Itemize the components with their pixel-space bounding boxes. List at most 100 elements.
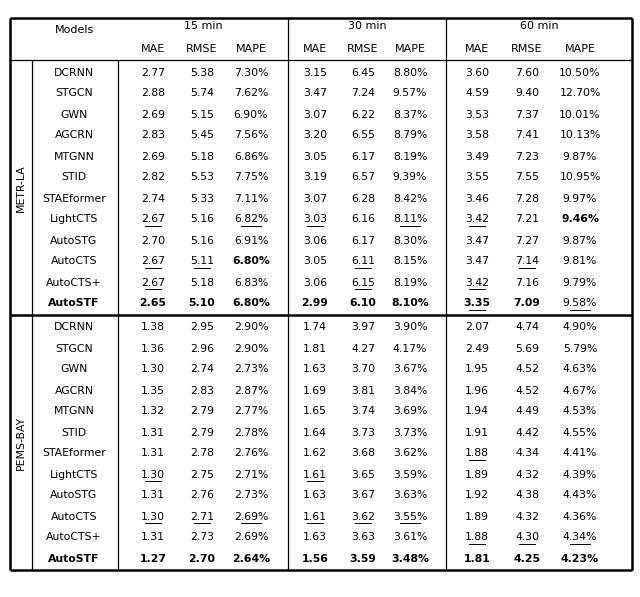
Text: 1.36: 1.36: [141, 343, 165, 353]
Text: 6.57: 6.57: [351, 173, 375, 183]
Text: 1.61: 1.61: [303, 469, 327, 479]
Text: 3.35: 3.35: [463, 298, 490, 309]
Text: 3.48%: 3.48%: [391, 553, 429, 564]
Text: 8.79%: 8.79%: [393, 131, 427, 140]
Text: RMSE: RMSE: [186, 44, 218, 54]
Text: 4.74: 4.74: [515, 322, 539, 333]
Text: 1.88: 1.88: [465, 448, 489, 458]
Text: 3.05: 3.05: [303, 152, 327, 162]
Text: 6.11: 6.11: [351, 257, 375, 266]
Text: 3.67%: 3.67%: [393, 365, 427, 374]
Text: 60 min: 60 min: [520, 21, 558, 31]
Text: 5.69: 5.69: [515, 343, 539, 353]
Text: 4.53%: 4.53%: [563, 407, 597, 417]
Text: 1.30: 1.30: [141, 365, 165, 374]
Text: 1.31: 1.31: [141, 427, 165, 438]
Text: 1.63: 1.63: [303, 533, 327, 543]
Text: 6.22: 6.22: [351, 109, 375, 119]
Text: 1.30: 1.30: [141, 512, 165, 522]
Text: 4.43%: 4.43%: [563, 491, 597, 500]
Text: 2.70: 2.70: [189, 553, 216, 564]
Text: 2.83: 2.83: [141, 131, 165, 140]
Text: 2.70: 2.70: [141, 235, 165, 245]
Text: 7.14: 7.14: [515, 257, 539, 266]
Text: 4.41%: 4.41%: [563, 448, 597, 458]
Text: 3.65: 3.65: [351, 469, 375, 479]
Text: RMSE: RMSE: [511, 44, 543, 54]
Text: 3.55%: 3.55%: [393, 512, 427, 522]
Text: PEMS-BAY: PEMS-BAY: [16, 416, 26, 470]
Text: 1.81: 1.81: [303, 343, 327, 353]
Text: 4.63%: 4.63%: [563, 365, 597, 374]
Text: METR-LA: METR-LA: [16, 164, 26, 212]
Text: AutoCTS: AutoCTS: [51, 257, 97, 266]
Text: 2.69: 2.69: [141, 109, 165, 119]
Text: 3.42: 3.42: [465, 214, 489, 224]
Text: 2.90%: 2.90%: [234, 322, 268, 333]
Text: 2.76%: 2.76%: [234, 448, 268, 458]
Text: 1.94: 1.94: [465, 407, 489, 417]
Text: 1.81: 1.81: [463, 553, 490, 564]
Text: 5.79%: 5.79%: [563, 343, 597, 353]
Text: AutoSTF: AutoSTF: [48, 553, 100, 564]
Text: STAEformer: STAEformer: [42, 448, 106, 458]
Text: 8.42%: 8.42%: [393, 193, 427, 204]
Text: 6.91%: 6.91%: [234, 235, 268, 245]
Text: 3.15: 3.15: [303, 67, 327, 78]
Text: 9.58%: 9.58%: [563, 298, 597, 309]
Text: 3.46: 3.46: [465, 193, 489, 204]
Text: DCRNN: DCRNN: [54, 322, 94, 333]
Text: 8.19%: 8.19%: [393, 152, 427, 162]
Text: STAEformer: STAEformer: [42, 193, 106, 204]
Text: 9.79%: 9.79%: [563, 278, 597, 288]
Text: 3.62%: 3.62%: [393, 448, 427, 458]
Text: 1.65: 1.65: [303, 407, 327, 417]
Text: 7.16: 7.16: [515, 278, 539, 288]
Text: 3.07: 3.07: [303, 193, 327, 204]
Text: LightCTS: LightCTS: [50, 214, 98, 224]
Text: AGCRN: AGCRN: [54, 131, 93, 140]
Text: 8.37%: 8.37%: [393, 109, 427, 119]
Text: 3.61%: 3.61%: [393, 533, 427, 543]
Text: 9.87%: 9.87%: [563, 152, 597, 162]
Text: 6.17: 6.17: [351, 152, 375, 162]
Text: 3.47: 3.47: [465, 235, 489, 245]
Text: 1.38: 1.38: [141, 322, 165, 333]
Text: 7.28: 7.28: [515, 193, 539, 204]
Text: 10.13%: 10.13%: [559, 131, 601, 140]
Text: 2.07: 2.07: [465, 322, 489, 333]
Text: 3.68: 3.68: [351, 448, 375, 458]
Text: 3.62: 3.62: [351, 512, 375, 522]
Text: MAPE: MAPE: [564, 44, 595, 54]
Text: 5.38: 5.38: [190, 67, 214, 78]
Text: 7.21: 7.21: [515, 214, 539, 224]
Text: 3.84%: 3.84%: [393, 386, 427, 395]
Text: 30 min: 30 min: [348, 21, 387, 31]
Text: 3.42: 3.42: [465, 278, 489, 288]
Text: 10.01%: 10.01%: [559, 109, 601, 119]
Text: MAE: MAE: [465, 44, 489, 54]
Text: 2.73%: 2.73%: [234, 491, 268, 500]
Text: 3.97: 3.97: [351, 322, 375, 333]
Text: 7.60: 7.60: [515, 67, 539, 78]
Text: 3.69%: 3.69%: [393, 407, 427, 417]
Text: 4.25: 4.25: [513, 553, 541, 564]
Text: 2.75: 2.75: [190, 469, 214, 479]
Text: 2.71: 2.71: [190, 512, 214, 522]
Text: 4.30: 4.30: [515, 533, 539, 543]
Text: 3.19: 3.19: [303, 173, 327, 183]
Text: AGCRN: AGCRN: [54, 386, 93, 395]
Text: 4.52: 4.52: [515, 386, 539, 395]
Text: 2.96: 2.96: [190, 343, 214, 353]
Text: 2.64%: 2.64%: [232, 553, 270, 564]
Text: 4.36%: 4.36%: [563, 512, 597, 522]
Text: 1.31: 1.31: [141, 448, 165, 458]
Text: 2.74: 2.74: [141, 193, 165, 204]
Text: 3.60: 3.60: [465, 67, 489, 78]
Text: 5.11: 5.11: [190, 257, 214, 266]
Text: 7.27: 7.27: [515, 235, 539, 245]
Text: 2.78%: 2.78%: [234, 427, 268, 438]
Text: 5.16: 5.16: [190, 235, 214, 245]
Text: 9.81%: 9.81%: [563, 257, 597, 266]
Text: 4.52: 4.52: [515, 365, 539, 374]
